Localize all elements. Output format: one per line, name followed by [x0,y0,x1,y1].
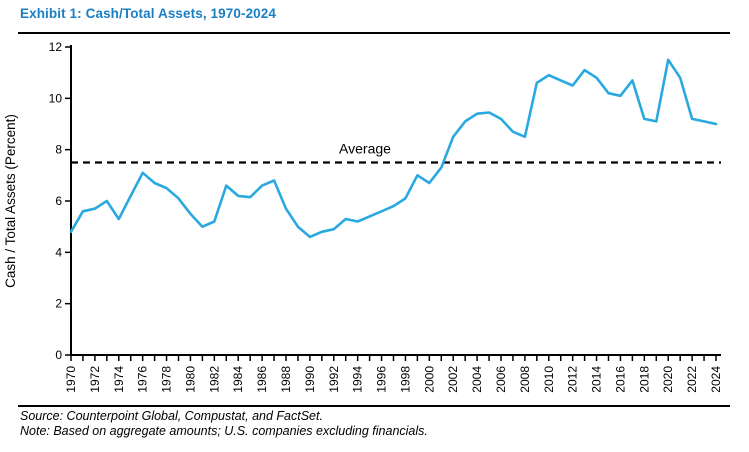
x-tick-label: 1988 [279,366,293,393]
x-tick-label: 2012 [566,366,580,393]
x-tick-label: 1982 [207,366,221,393]
footer-divider [18,405,730,407]
x-tick-label: 1976 [136,366,150,393]
x-tick-label: 1972 [88,366,102,393]
x-tick-label: 1980 [183,366,197,393]
y-tick-label: 2 [55,297,62,311]
x-tick-label: 2016 [613,366,627,393]
x-tick-label: 1970 [64,366,78,393]
average-label: Average [339,141,391,157]
x-tick-label: 2022 [685,366,699,393]
y-tick-label: 12 [49,40,63,54]
source-line: Source: Counterpoint Global, Compustat, … [20,409,323,423]
y-axis-title: Cash / Total Assets (Percent) [3,114,18,288]
note-line: Note: Based on aggregate amounts; U.S. c… [20,424,428,438]
x-tick-label: 2002 [446,366,460,393]
footer-notes: Source: Counterpoint Global, Compustat, … [20,409,428,439]
y-tick-label: 4 [55,245,62,259]
y-tick-label: 8 [55,143,62,157]
title-divider [18,32,730,34]
x-tick-label: 2018 [637,366,651,393]
x-tick-label: 1994 [351,366,365,393]
x-tick-label: 1992 [327,366,341,393]
y-tick-label: 10 [49,91,63,105]
x-tick-label: 2004 [470,366,484,393]
x-tick-label: 1996 [375,366,389,393]
x-tick-label: 2014 [590,366,604,393]
x-tick-label: 2000 [422,366,436,393]
x-tick-label: 1978 [160,366,174,393]
x-tick-label: 1986 [255,366,269,393]
series-line-cash-total-assets [69,58,718,239]
x-tick-label: 1974 [112,366,126,393]
x-tick-label: 1984 [231,366,245,393]
x-tick-label: 1990 [303,366,317,393]
x-tick-label: 2006 [494,366,508,393]
x-tick-label: 2010 [542,366,556,393]
page-title: Exhibit 1: Cash/Total Assets, 1970-2024 [20,6,277,21]
y-tick-label: 0 [55,348,62,362]
x-tick-label: 2020 [661,366,675,393]
x-tick-label: 2024 [709,366,723,393]
x-tick-label: 2008 [518,366,532,393]
x-tick-label: 1998 [398,366,412,393]
y-tick-label: 6 [55,194,62,208]
